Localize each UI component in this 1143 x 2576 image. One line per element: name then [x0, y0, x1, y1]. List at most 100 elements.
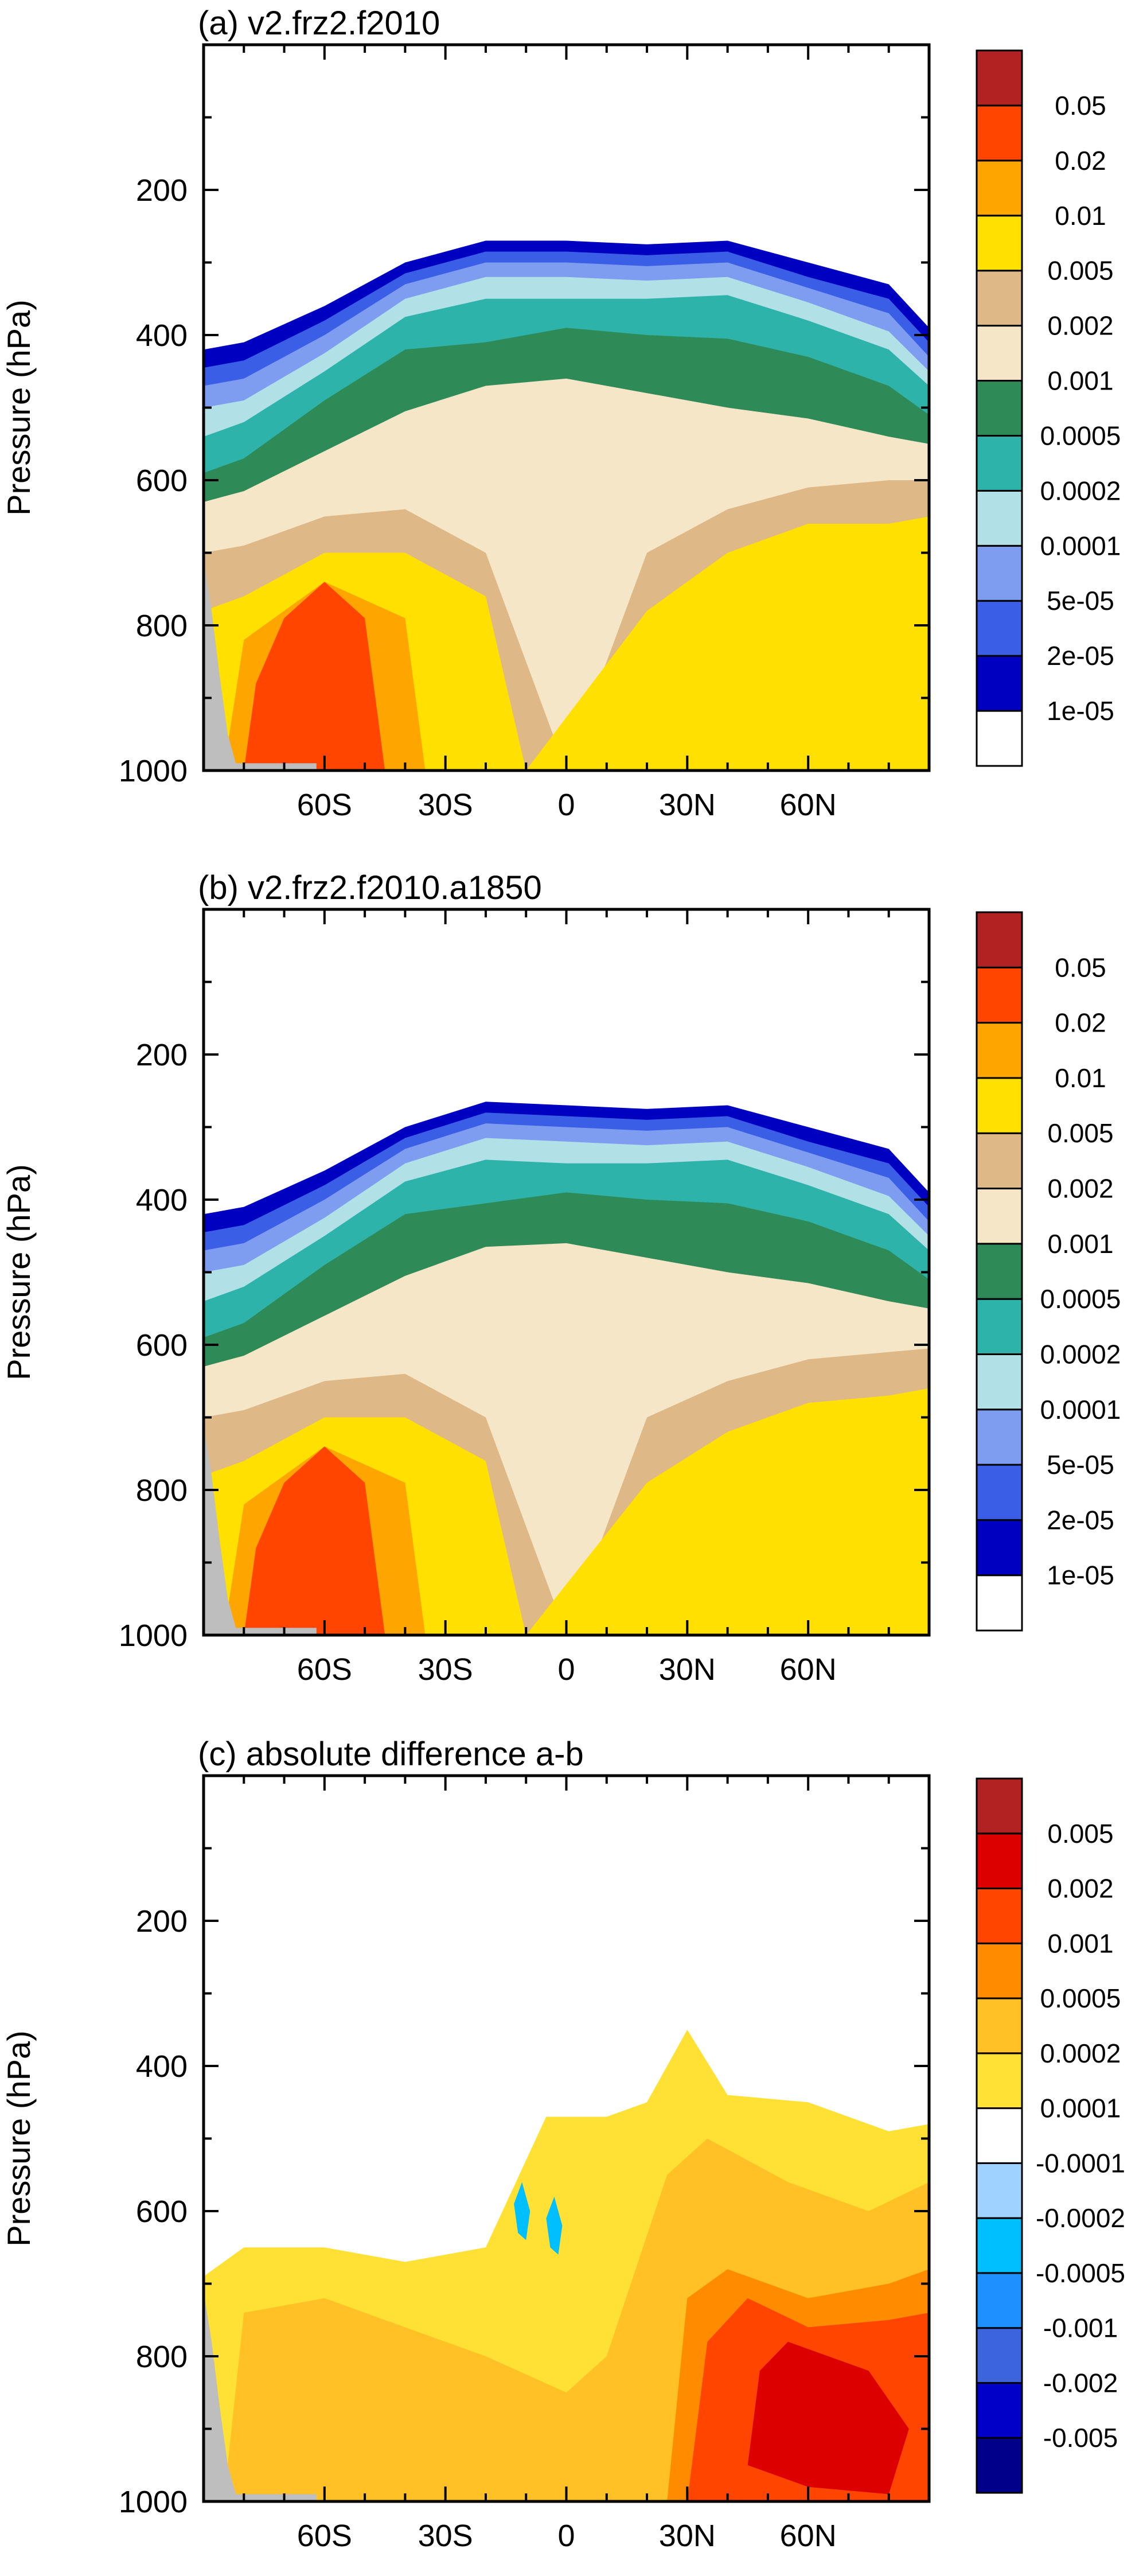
colorbar-label: 0.001	[1047, 1928, 1113, 1958]
colorbar-swatch	[976, 104, 1023, 162]
colorbar-label: 0.01	[1055, 201, 1106, 231]
panel-title: (c) absolute difference a-b	[198, 1736, 584, 1773]
colorbar-swatch	[976, 2162, 1023, 2219]
colorbar-label: 0.01	[1055, 1063, 1106, 1093]
colorbar-swatch	[976, 49, 1023, 107]
colorbar-swatch	[976, 600, 1023, 657]
panel-2: 200 400 600 800 1000 60S 30S 0 30N 60N (b) v2.frz2…	[1, 869, 1121, 1687]
colorbar-label: -0.005	[1043, 2423, 1118, 2453]
colorbar-label: 0.0001	[1040, 1395, 1121, 1425]
panel-title: (b) v2.frz2.f2010.a1850	[198, 869, 542, 906]
colorbar-swatch	[976, 1408, 1023, 1466]
colorbar-label: 0.0002	[1040, 476, 1121, 505]
y-tick-label: 400	[136, 2049, 188, 2084]
colorbar-swatch	[976, 1022, 1023, 1079]
colorbar-swatch	[976, 489, 1023, 547]
x-tick-label: 30S	[418, 1652, 473, 1687]
colorbar-label: 0.001	[1047, 1229, 1113, 1259]
colorbar-label: 0.0002	[1040, 1339, 1121, 1369]
y-tick-label: 400	[136, 1183, 188, 1217]
y-tick-label: 1000	[119, 754, 188, 788]
colorbar-label: 0.005	[1047, 256, 1113, 286]
x-tick-label: 60N	[780, 1652, 837, 1687]
colorbar-swatch	[976, 655, 1023, 712]
colorbar-swatch	[976, 1519, 1023, 1577]
colorbar-label: -0.0001	[1036, 2148, 1125, 2178]
colorbar-label: 0.005	[1047, 1118, 1113, 1148]
x-tick-label: 0	[557, 788, 575, 822]
x-tick-label: 30S	[418, 2519, 473, 2553]
y-tick-label: 800	[136, 609, 188, 643]
colorbar-swatch	[976, 434, 1023, 492]
colorbar-label: -0.001	[1043, 2313, 1118, 2343]
colorbar-label: 1e-05	[1047, 696, 1114, 726]
colorbar-swatch	[976, 1077, 1023, 1134]
colorbar-label: 0.05	[1055, 952, 1106, 982]
colorbar-label: 0.0005	[1040, 1284, 1121, 1314]
topography-mask	[204, 560, 317, 771]
colorbar-label: 0.0001	[1040, 531, 1121, 561]
colorbar-swatch	[976, 2437, 1023, 2494]
topography-mask	[204, 2291, 317, 2501]
contour-band-11	[244, 582, 385, 771]
x-tick-label: 60N	[780, 788, 837, 822]
colorbar-label: 2e-05	[1047, 641, 1114, 671]
colorbar-label: 0.002	[1047, 1174, 1113, 1204]
colorbar-swatch	[976, 2052, 1023, 2110]
colorbar-label: 0.005	[1047, 1819, 1113, 1849]
y-tick-label: 600	[136, 464, 188, 498]
y-tick-label: 800	[136, 1473, 188, 1508]
colorbar-swatch	[976, 1777, 1023, 1835]
colorbar-swatch	[976, 1243, 1023, 1300]
y-axis-label: Pressure (hPa)	[1, 1164, 37, 1380]
y-tick-label: 400	[136, 318, 188, 353]
colorbar: 1e-05 2e-05 5e-05 0.0001 0.0002 0.0005 0.001 0.…	[976, 911, 1121, 1632]
colorbar-swatch	[976, 215, 1023, 272]
contour-area	[204, 1776, 929, 2501]
colorbar-label: 0.002	[1047, 311, 1113, 341]
colorbar-swatch	[976, 2327, 1023, 2384]
colorbar-label: 0.0002	[1040, 2038, 1121, 2068]
contour-band-11	[244, 1446, 385, 1635]
colorbar-swatch	[976, 1353, 1023, 1411]
x-tick-label: 60N	[780, 2519, 837, 2553]
colorbar-swatch	[976, 1188, 1023, 1245]
contour-band-5	[747, 2341, 909, 2495]
y-tick-label: 200	[136, 1038, 188, 1072]
colorbar-swatch	[976, 2382, 1023, 2439]
colorbar-label: 0.0005	[1040, 1983, 1121, 2013]
colorbar-label: 0.0005	[1040, 421, 1121, 450]
x-tick-label: 30S	[418, 788, 473, 822]
colorbar: -0.005 -0.002 -0.001 -0.0005 -0.0002 -0.0001 0…	[976, 1777, 1125, 2494]
colorbar-swatch	[976, 710, 1023, 767]
colorbar-swatch	[976, 1298, 1023, 1355]
y-tick-label: 200	[136, 1904, 188, 1939]
colorbar-swatch	[976, 1997, 1023, 2054]
panel-title: (a) v2.frz2.f2010	[198, 5, 440, 42]
y-axis-label: Pressure (hPa)	[1, 299, 37, 516]
y-tick-label: 800	[136, 2340, 188, 2374]
y-tick-label: 600	[136, 1328, 188, 1363]
x-tick-label: 30N	[659, 1652, 716, 1687]
x-tick-label: 60S	[297, 788, 352, 822]
colorbar-swatch	[976, 1464, 1023, 1521]
colorbar-label: 2e-05	[1047, 1505, 1114, 1535]
colorbar-swatch	[976, 325, 1023, 382]
panel-3: 200 400 600 800 1000 60S 30S 0 30N 60N (c) absolut…	[1, 1736, 1125, 2553]
colorbar-swatch	[976, 966, 1023, 1024]
colorbar-swatch	[976, 2107, 1023, 2164]
colorbar-label: 0.002	[1047, 1874, 1113, 1904]
colorbar-label: 1e-05	[1047, 1561, 1114, 1590]
colorbar-label: 0.001	[1047, 366, 1113, 396]
y-tick-label: 1000	[119, 1618, 188, 1653]
colorbar-swatch	[976, 2217, 1023, 2274]
colorbar-swatch	[976, 911, 1023, 968]
x-tick-label: 0	[557, 1652, 575, 1687]
colorbar-label: 5e-05	[1047, 1450, 1114, 1480]
colorbar-swatch	[976, 1574, 1023, 1632]
contour-area	[204, 45, 929, 771]
colorbar-swatch	[976, 1942, 1023, 1999]
colorbar-label: -0.002	[1043, 2368, 1118, 2398]
colorbar-label: 0.0001	[1040, 2094, 1121, 2123]
